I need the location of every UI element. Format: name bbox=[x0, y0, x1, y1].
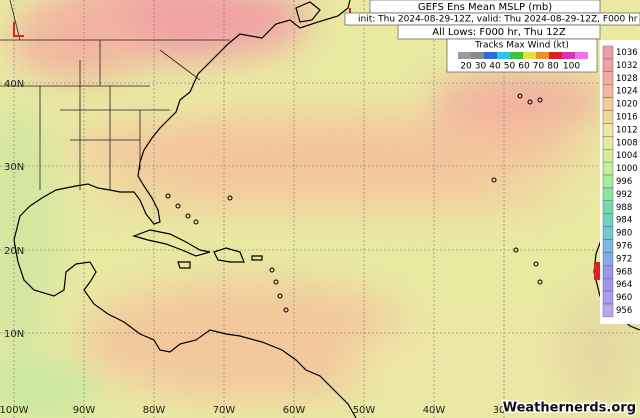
lat-label: 10N bbox=[4, 329, 24, 340]
init-line: init: Thu 2024-08-29-12Z, valid: Thu 202… bbox=[358, 15, 638, 25]
colorbar-swatch bbox=[602, 123, 614, 137]
lon-label: 30W bbox=[493, 405, 516, 416]
colorbar-swatch bbox=[602, 265, 614, 279]
colorbar-label: 960 bbox=[616, 293, 632, 303]
colorbar-swatch bbox=[602, 97, 614, 111]
wind-swatch bbox=[575, 52, 588, 59]
colorbar-label: 1016 bbox=[616, 112, 638, 122]
colorbar-swatch bbox=[602, 84, 614, 98]
colorbar-label: 996 bbox=[616, 177, 632, 187]
wind-label: 100 bbox=[563, 62, 580, 72]
colorbar-label: 968 bbox=[616, 267, 632, 277]
wind-legend: 20 30 40 50 60 70 80 100 bbox=[458, 52, 588, 72]
colorbar-swatch bbox=[602, 226, 614, 240]
wind-swatch bbox=[562, 52, 575, 59]
wind-label: 50 bbox=[504, 62, 516, 72]
wind-label: 80 bbox=[547, 62, 559, 72]
colorbar-swatch bbox=[602, 161, 614, 176]
colorbar-swatch bbox=[602, 290, 614, 305]
colorbar-label: 1032 bbox=[616, 61, 638, 71]
colorbar-swatch bbox=[602, 187, 614, 201]
lon-label: 40W bbox=[423, 405, 446, 416]
colorbar-label: 1036 bbox=[616, 48, 638, 58]
wind-label: 70 bbox=[533, 62, 545, 72]
colorbar-swatch bbox=[602, 239, 614, 253]
hispaniola bbox=[213, 247, 245, 263]
colorbar-swatch bbox=[602, 200, 614, 214]
colorbar-swatch bbox=[602, 110, 614, 124]
wind-swatch bbox=[458, 52, 471, 59]
colorbar-label: 1020 bbox=[616, 100, 638, 110]
colorbar-label: 988 bbox=[616, 203, 632, 213]
colorbar-label: 1028 bbox=[616, 74, 638, 84]
colorbar-label: 1000 bbox=[616, 164, 638, 174]
wind-label: 20 bbox=[460, 62, 472, 72]
colorbar-swatch bbox=[602, 58, 614, 73]
wind-label: 60 bbox=[518, 62, 530, 72]
wind-swatch bbox=[497, 52, 510, 59]
colorbar-label: 1012 bbox=[616, 125, 638, 135]
lat-label: 30N bbox=[4, 162, 24, 173]
wind-legend-title: Tracks Max Wind (kt) bbox=[474, 41, 569, 51]
colorbar-swatch bbox=[602, 148, 614, 163]
credit-halo: Weathernerds.org bbox=[503, 401, 636, 416]
wind-swatch bbox=[549, 52, 562, 59]
us-states bbox=[0, 0, 230, 190]
lon-label: 100W bbox=[0, 405, 29, 416]
wind-swatch bbox=[510, 52, 523, 59]
colorbar-label: 1008 bbox=[616, 138, 638, 148]
header: GEFS Ens Mean MSLP (mb) init: Thu 2024-0… bbox=[344, 0, 640, 73]
colorbar-label: 964 bbox=[616, 280, 632, 290]
colorbar-label: 1004 bbox=[616, 151, 638, 161]
cuba bbox=[132, 229, 211, 257]
colorbar: 1036 1032 1028 1024 1020 1016 1012 1008 1004 1000… bbox=[600, 40, 640, 324]
small-islands bbox=[165, 93, 543, 313]
wind-swatch bbox=[471, 52, 484, 59]
colorbar-swatch bbox=[602, 174, 614, 189]
colorbar-swatch bbox=[602, 213, 614, 227]
jamaica bbox=[177, 261, 191, 269]
wind-label: 40 bbox=[489, 62, 501, 72]
colorbar-label: 980 bbox=[616, 229, 632, 239]
colorbar-label: 984 bbox=[616, 216, 632, 226]
puerto-rico bbox=[251, 255, 263, 261]
lon-label: 90W bbox=[73, 405, 96, 416]
colorbar-label: 956 bbox=[616, 306, 632, 316]
coastline bbox=[13, 0, 357, 418]
wind-swatch bbox=[523, 52, 536, 59]
lat-label: 20N bbox=[4, 246, 24, 257]
colorbar-swatch bbox=[602, 136, 614, 150]
wind-swatch bbox=[536, 52, 549, 59]
lon-label: 60W bbox=[283, 405, 306, 416]
credit: Weathernerds.org bbox=[503, 401, 636, 416]
colorbar-swatch bbox=[602, 303, 614, 318]
colorbar-swatch bbox=[602, 45, 614, 60]
newfoundland bbox=[295, 1, 321, 23]
wind-label: 30 bbox=[475, 62, 487, 72]
lon-label: 70W bbox=[213, 405, 236, 416]
colorbar-swatch bbox=[602, 278, 614, 292]
wind-swatch bbox=[484, 52, 497, 59]
lows-line: All Lows: F000 hr, Thu 12Z bbox=[432, 27, 566, 38]
colorbar-label: 1024 bbox=[616, 87, 638, 97]
colorbar-label: 992 bbox=[616, 190, 632, 200]
lon-label: 80W bbox=[143, 405, 166, 416]
colorbar-swatch bbox=[602, 252, 614, 266]
colorbar-label: 976 bbox=[616, 241, 632, 251]
title: GEFS Ens Mean MSLP (mb) bbox=[418, 2, 552, 13]
colorbar-label: 972 bbox=[616, 254, 632, 264]
colorbar-swatch bbox=[602, 71, 614, 85]
lon-label: 50W bbox=[353, 405, 376, 416]
